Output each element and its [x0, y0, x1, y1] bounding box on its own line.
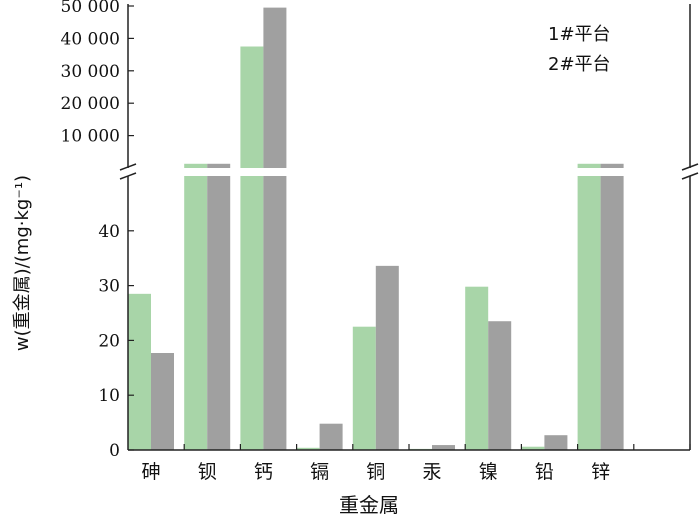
x-tick-label: 镉 [310, 461, 329, 483]
axis-break-gap [126, 169, 692, 176]
y-tick-label-upper: 50 000 [61, 0, 120, 17]
legend: 1#平台 2#平台 [548, 24, 611, 75]
x-tick-label: 镍 [479, 461, 498, 483]
bar-钙-0-upper [240, 46, 264, 168]
legend-label-1: 1#平台 [548, 24, 611, 45]
bar-锌-0-lower [577, 176, 601, 450]
bars-layer [128, 7, 624, 450]
bar-镍-1 [488, 321, 512, 450]
y-axis-label: w(重金属)/(mg·kg⁻¹) [12, 175, 33, 351]
bar-钡-0-lower [184, 176, 208, 450]
bar-钙-0-lower [240, 176, 264, 450]
bar-镍-0 [465, 286, 489, 450]
bar-锌-1-upper [600, 163, 624, 168]
break-mark-right-1 [681, 163, 699, 171]
bar-锌-1-lower [600, 176, 624, 450]
bar-砷-1 [151, 353, 174, 450]
bar-钡-1-lower [207, 176, 231, 450]
break-mark-right-2 [681, 172, 699, 180]
bar-钙-1-upper [263, 7, 287, 169]
bar-锌-0-upper [577, 163, 601, 168]
bar-钡-0-upper [184, 163, 208, 168]
legend-label-2: 2#平台 [548, 54, 611, 75]
x-tick-label: 砷 [141, 461, 160, 483]
bar-铅-1 [544, 435, 568, 450]
y-tick-label-lower: 10 [98, 386, 120, 406]
labels-layer: 0 10 20 30 40 10 000 20 000 30 000 40 000 50 000 砷… [12, 0, 610, 517]
x-tick-label: 锌 [591, 461, 610, 483]
x-axis-label: 重金属 [339, 493, 399, 517]
bar-镉-1 [319, 423, 343, 450]
bar-钙-1-lower [263, 176, 287, 450]
bar-铅-0 [521, 446, 545, 450]
break-mark-left-2 [119, 172, 137, 180]
bar-钡-1-upper [207, 163, 231, 168]
y-tick-label-lower: 20 [98, 331, 120, 351]
x-tick-label: 钙 [254, 461, 273, 483]
y-tick-label-lower: 40 [98, 222, 120, 242]
break-mark-left-1 [119, 163, 137, 171]
x-tick-label: 汞 [422, 461, 441, 483]
bar-汞-1 [432, 445, 455, 450]
x-tick-label: 铜 [366, 461, 385, 483]
y-tick-label-lower: 30 [98, 277, 120, 297]
axes-layer [119, 4, 699, 451]
bar-镉-0 [296, 447, 320, 450]
y-tick-label-lower: 0 [109, 441, 120, 461]
bar-铜-1 [375, 265, 399, 450]
y-tick-label-upper: 30 000 [61, 62, 120, 82]
bar-砷-0 [128, 293, 151, 450]
bar-铜-0 [352, 326, 376, 450]
x-tick-label: 钡 [198, 461, 217, 483]
y-tick-label-upper: 40 000 [61, 29, 120, 49]
y-tick-label-upper: 10 000 [61, 127, 120, 147]
x-tick-label: 铅 [535, 461, 554, 483]
y-tick-label-upper: 20 000 [61, 94, 120, 114]
